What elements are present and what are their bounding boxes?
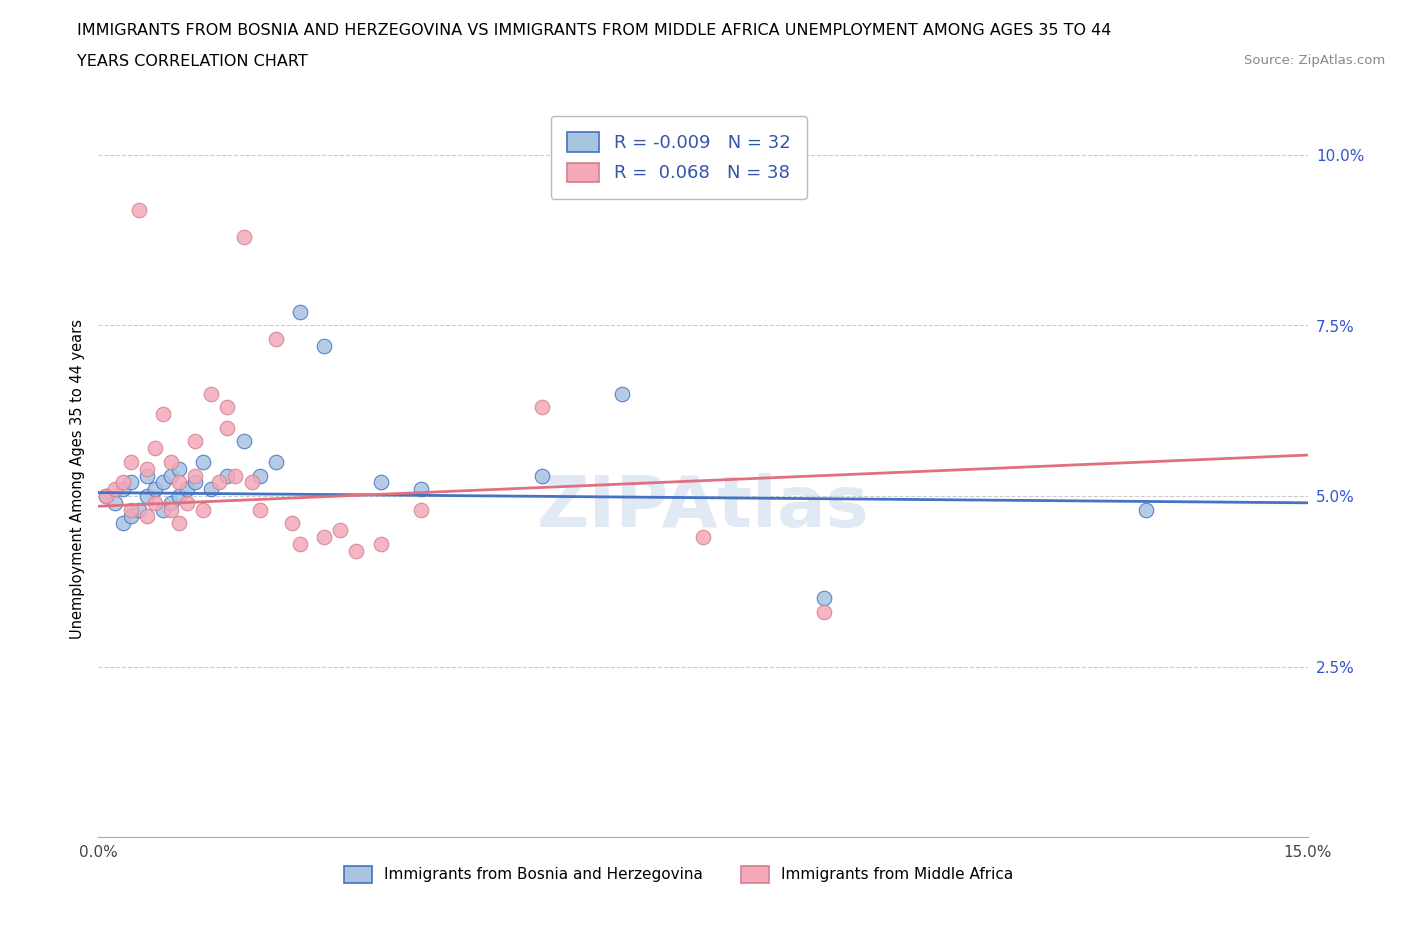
Text: ZIPAtlas: ZIPAtlas <box>537 473 869 542</box>
Point <box>143 482 166 497</box>
Text: Source: ZipAtlas.com: Source: ZipAtlas.com <box>1244 54 1385 67</box>
Point <box>120 475 142 490</box>
Point <box>103 496 125 511</box>
Point <box>135 461 157 476</box>
Point <box>111 516 134 531</box>
Point <box>281 516 304 531</box>
Point <box>232 434 254 449</box>
Point <box>200 482 222 497</box>
Point <box>249 502 271 517</box>
Point <box>813 604 835 619</box>
Point <box>288 304 311 319</box>
Point <box>200 386 222 401</box>
Point <box>160 468 183 483</box>
Point <box>135 509 157 524</box>
Point <box>344 543 367 558</box>
Point <box>111 482 134 497</box>
Point <box>160 496 183 511</box>
Point <box>111 475 134 490</box>
Point <box>135 468 157 483</box>
Point <box>249 468 271 483</box>
Point <box>167 475 190 490</box>
Point <box>314 339 336 353</box>
Point <box>143 496 166 511</box>
Point <box>612 386 634 401</box>
Point <box>1135 502 1157 517</box>
Point <box>240 475 263 490</box>
Point <box>193 455 215 470</box>
Legend: Immigrants from Bosnia and Herzegovina, Immigrants from Middle Africa: Immigrants from Bosnia and Herzegovina, … <box>337 858 1021 890</box>
Point <box>120 509 142 524</box>
Point <box>264 332 287 347</box>
Point <box>264 455 287 470</box>
Y-axis label: Unemployment Among Ages 35 to 44 years: Unemployment Among Ages 35 to 44 years <box>69 319 84 639</box>
Point <box>160 502 183 517</box>
Point <box>208 475 231 490</box>
Point <box>143 441 166 456</box>
Point <box>530 400 553 415</box>
Point <box>152 475 174 490</box>
Point <box>176 482 198 497</box>
Point <box>184 475 207 490</box>
Point <box>128 502 150 517</box>
Point <box>96 488 118 503</box>
Point <box>813 591 835 605</box>
Point <box>217 400 239 415</box>
Point <box>692 529 714 544</box>
Point <box>96 488 118 503</box>
Point <box>217 468 239 483</box>
Point <box>370 475 392 490</box>
Text: YEARS CORRELATION CHART: YEARS CORRELATION CHART <box>77 54 308 69</box>
Point <box>224 468 246 483</box>
Point <box>314 529 336 544</box>
Point <box>329 523 352 538</box>
Point <box>193 502 215 517</box>
Point <box>176 496 198 511</box>
Text: IMMIGRANTS FROM BOSNIA AND HERZEGOVINA VS IMMIGRANTS FROM MIDDLE AFRICA UNEMPLOY: IMMIGRANTS FROM BOSNIA AND HERZEGOVINA V… <box>77 23 1112 38</box>
Point <box>160 455 183 470</box>
Point <box>167 516 190 531</box>
Point <box>184 468 207 483</box>
Point <box>232 230 254 245</box>
Point <box>152 502 174 517</box>
Point <box>288 537 311 551</box>
Point <box>217 420 239 435</box>
Point <box>370 537 392 551</box>
Point <box>135 488 157 503</box>
Point <box>120 455 142 470</box>
Point <box>120 502 142 517</box>
Point <box>128 202 150 217</box>
Point <box>167 488 190 503</box>
Point <box>409 502 432 517</box>
Point <box>409 482 432 497</box>
Point <box>530 468 553 483</box>
Point <box>152 406 174 421</box>
Point <box>184 434 207 449</box>
Point <box>167 461 190 476</box>
Point <box>103 482 125 497</box>
